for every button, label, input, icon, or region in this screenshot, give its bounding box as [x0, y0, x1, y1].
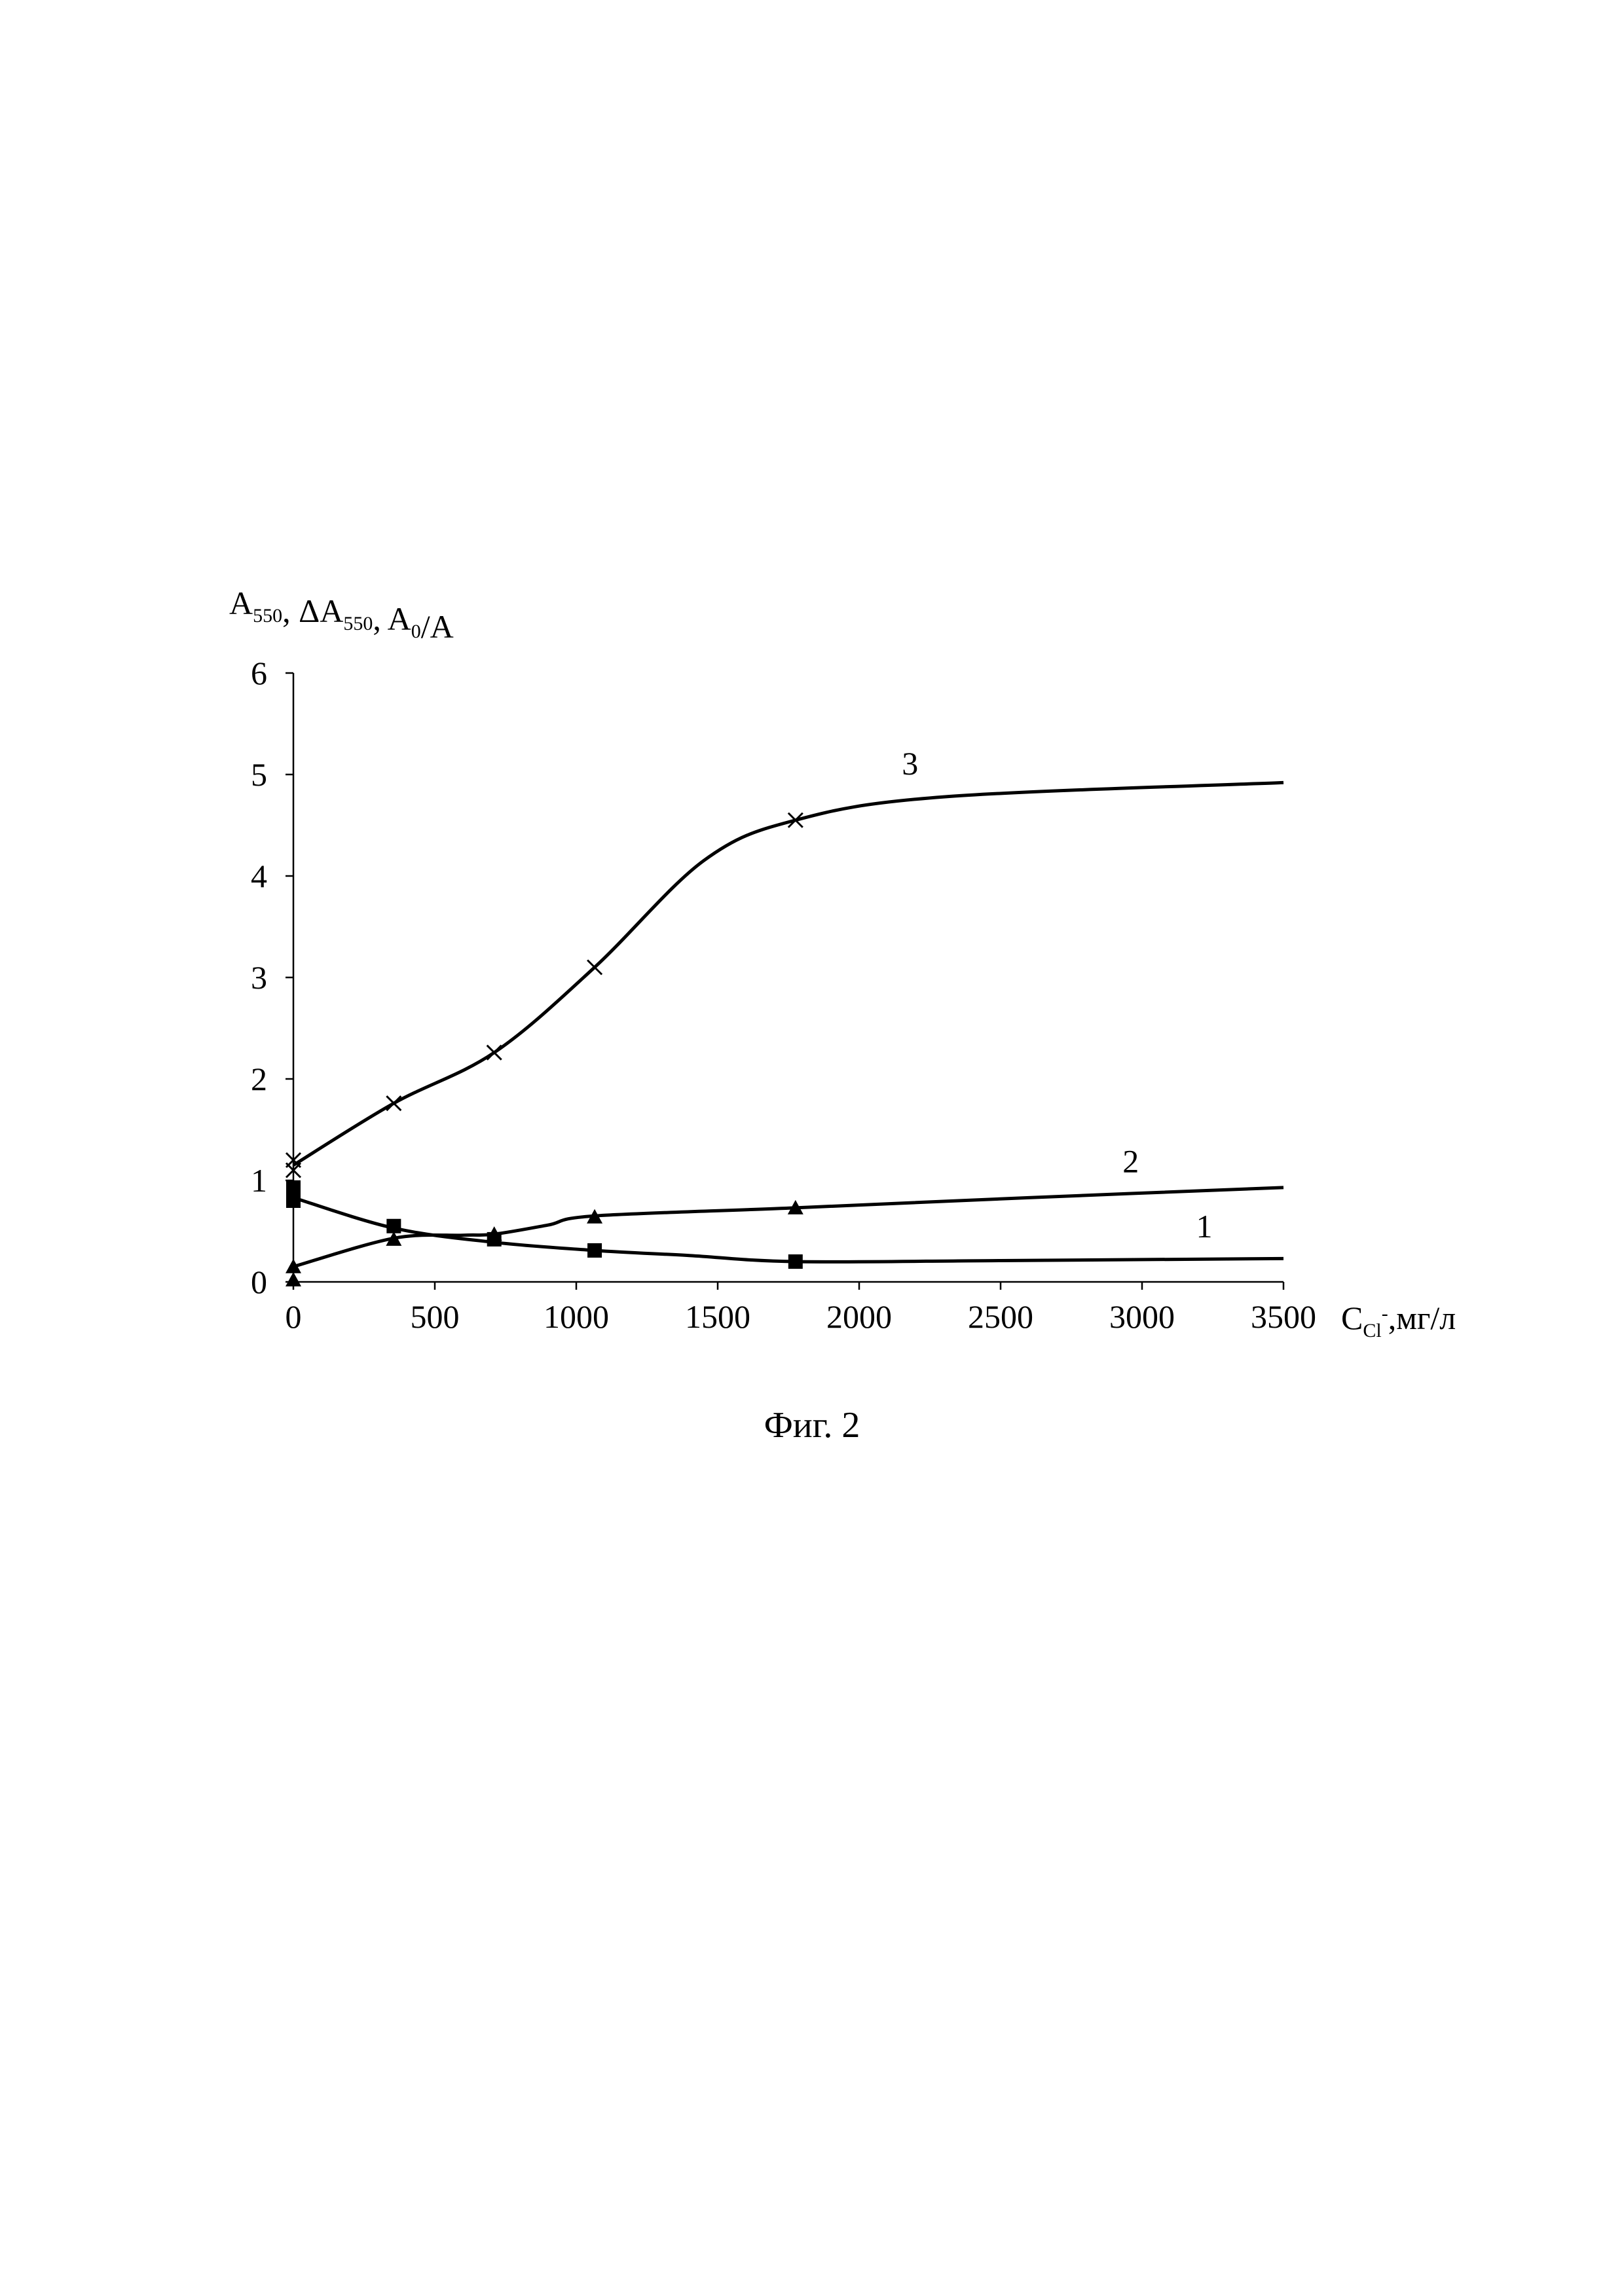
- y-axis-label: A550, ΔA550, A0/A: [229, 585, 454, 645]
- x-tick-label: 0: [286, 1298, 302, 1335]
- series-1-label: 1: [1196, 1208, 1213, 1245]
- figure-caption: Фиг. 2: [764, 1405, 860, 1446]
- x-tick-label: 1500: [685, 1298, 750, 1335]
- series-3-line: [293, 782, 1283, 1165]
- y-tick-label: 3: [251, 959, 267, 996]
- y-tick-label: 4: [251, 858, 267, 894]
- series-1-point: [788, 1254, 803, 1269]
- series-1-point: [587, 1243, 602, 1258]
- series-1-point: [286, 1180, 301, 1195]
- x-tick-label: 3000: [1109, 1298, 1175, 1335]
- x-axis-label: CCl-,мг/л: [1341, 1300, 1456, 1341]
- series-labels: 1 2 3: [902, 745, 1212, 1245]
- series-3-point: [487, 1046, 502, 1060]
- y-tick-label: 0: [251, 1264, 267, 1300]
- series-lines: [293, 782, 1283, 1266]
- x-tick-label: 500: [411, 1298, 460, 1335]
- x-tick-label: 2000: [826, 1298, 892, 1335]
- series-3-point: [386, 1096, 401, 1110]
- y-tick-label: 1: [251, 1162, 267, 1199]
- y-tick-label: 5: [251, 756, 267, 793]
- x-tick-label: 3500: [1251, 1298, 1316, 1335]
- series-3-point: [587, 960, 602, 975]
- y-tick-label: 2: [251, 1061, 267, 1097]
- series-markers: [286, 813, 803, 1286]
- series-1-point: [286, 1194, 301, 1208]
- x-tick-label: 2500: [968, 1298, 1033, 1335]
- series-3-label: 3: [902, 745, 918, 782]
- series-2-label: 2: [1122, 1143, 1139, 1180]
- x-tick-label: 1000: [544, 1298, 609, 1335]
- y-tick-label: 6: [251, 655, 267, 691]
- series-1-point: [386, 1219, 401, 1233]
- series-2-point: [286, 1272, 301, 1286]
